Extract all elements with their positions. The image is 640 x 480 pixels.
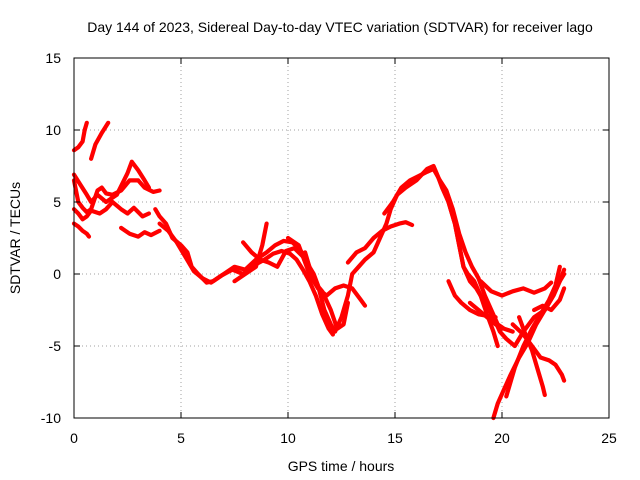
series-arc-07 <box>119 225 162 239</box>
series-arc-12 <box>285 235 368 308</box>
plot-frame <box>73 57 610 419</box>
y-tick-label: -10 <box>41 410 61 426</box>
series-arc-14 <box>345 220 415 265</box>
series-arc-02 <box>89 120 111 161</box>
series-arc-01 <box>71 120 89 153</box>
data-series <box>71 120 567 421</box>
series-arc-15 <box>382 166 515 334</box>
axis-ticks <box>73 57 610 419</box>
y-tick-label: 0 <box>53 266 61 282</box>
x-axis-label: GPS time / hours <box>288 458 395 474</box>
x-tick-label: 20 <box>494 430 510 446</box>
series-arc-11 <box>241 240 306 269</box>
grid-lines <box>74 58 609 418</box>
series-arc-09 <box>157 221 335 337</box>
series-arc-06 <box>71 221 92 239</box>
y-tick-label: -5 <box>49 338 62 354</box>
y-tick-label: 10 <box>45 122 61 138</box>
x-tick-label: 15 <box>387 430 403 446</box>
y-axis-label: SDTVAR / TECUs <box>7 182 23 294</box>
x-tick-label: 0 <box>70 430 78 446</box>
series-arc-04 <box>71 178 162 215</box>
series-arc-08 <box>153 163 567 349</box>
series-arc-18 <box>467 300 505 331</box>
series-arc-22 <box>517 315 547 398</box>
series-arc-13 <box>303 250 350 331</box>
series-arc-23 <box>478 279 554 298</box>
series-arc-24 <box>532 286 567 313</box>
tick-labels: 0 5 10 15 20 25 -10 -5 0 5 10 15 <box>41 50 617 446</box>
x-tick-label: 5 <box>177 430 185 446</box>
series-arc-05 <box>71 199 151 222</box>
y-tick-label: 15 <box>45 50 61 66</box>
series-arc-03 <box>71 159 151 205</box>
series-arc-10 <box>232 221 269 284</box>
series-arc-20 <box>504 264 562 399</box>
x-tick-label: 10 <box>280 430 296 446</box>
x-tick-label: 25 <box>601 430 617 446</box>
y-tick-label: 5 <box>53 194 61 210</box>
chart-title: Day 144 of 2023, Sidereal Day-to-day VTE… <box>87 19 593 35</box>
